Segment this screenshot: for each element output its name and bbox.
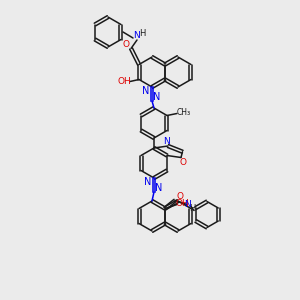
- Text: N: N: [142, 86, 150, 96]
- Text: O: O: [179, 158, 187, 167]
- Text: O: O: [122, 40, 130, 49]
- Text: N: N: [155, 183, 163, 193]
- Text: OH: OH: [175, 199, 189, 208]
- Text: H: H: [189, 204, 195, 213]
- Text: N: N: [134, 32, 140, 40]
- Text: N: N: [163, 136, 170, 146]
- Text: N: N: [153, 92, 161, 102]
- Text: N: N: [144, 177, 152, 187]
- Text: H: H: [139, 29, 145, 38]
- Text: O: O: [176, 192, 184, 201]
- Text: N: N: [184, 200, 191, 209]
- Text: OH: OH: [117, 77, 131, 86]
- Text: CH₃: CH₃: [177, 108, 191, 117]
